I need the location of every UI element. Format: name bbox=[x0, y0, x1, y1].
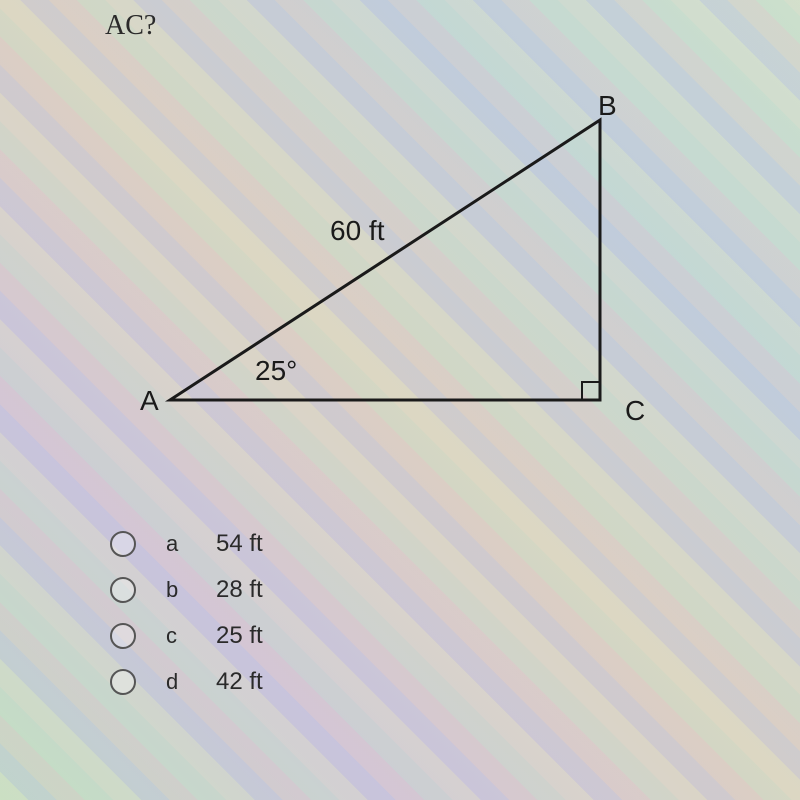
option-b[interactable]: b 28 ft bbox=[110, 576, 263, 604]
question-text: AC? bbox=[105, 10, 156, 42]
option-a[interactable]: a 54 ft bbox=[110, 530, 263, 558]
radio-icon[interactable] bbox=[110, 577, 136, 603]
option-value: 42 ft bbox=[216, 668, 263, 696]
triangle-shape bbox=[170, 120, 600, 400]
radio-icon[interactable] bbox=[110, 531, 136, 557]
option-letter: a bbox=[166, 531, 216, 557]
option-letter: d bbox=[166, 669, 216, 695]
option-value: 25 ft bbox=[216, 622, 263, 650]
triangle-svg bbox=[140, 100, 660, 440]
triangle-diagram: A B C 60 ft 25° bbox=[140, 100, 660, 440]
option-value: 54 ft bbox=[216, 530, 263, 558]
vertex-b-label: B bbox=[598, 90, 617, 122]
vertex-c-label: C bbox=[625, 395, 645, 427]
radio-icon[interactable] bbox=[110, 623, 136, 649]
radio-icon[interactable] bbox=[110, 669, 136, 695]
answer-options: a 54 ft b 28 ft c 25 ft d 42 ft bbox=[110, 530, 263, 714]
option-value: 28 ft bbox=[216, 576, 263, 604]
hypotenuse-label: 60 ft bbox=[330, 215, 384, 247]
right-angle-marker bbox=[582, 382, 600, 400]
option-c[interactable]: c 25 ft bbox=[110, 622, 263, 650]
vertex-a-label: A bbox=[140, 385, 159, 417]
option-letter: c bbox=[166, 623, 216, 649]
option-d[interactable]: d 42 ft bbox=[110, 668, 263, 696]
angle-label: 25° bbox=[255, 355, 297, 387]
option-letter: b bbox=[166, 577, 216, 603]
